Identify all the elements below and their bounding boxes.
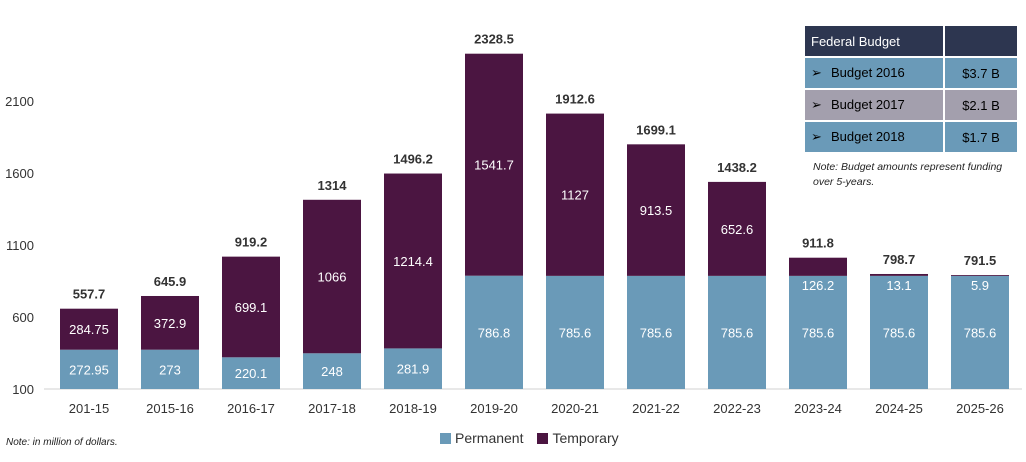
x-tick-label: 2024-25 [875,401,923,416]
total-data-label: 2328.5 [474,32,514,47]
total-data-label: 1496.2 [393,152,433,167]
bar-temporary [870,273,928,276]
x-tick-label: 2018-19 [389,401,437,416]
total-data-label: 1314 [318,178,348,193]
bar-temporary [708,181,766,276]
table-row-label: ➢ Budget 2017 [805,90,943,120]
total-data-label: 557.7 [73,287,106,302]
table-row-label: ➢ Budget 2016 [805,58,943,88]
permanent-data-label: 273 [159,362,181,377]
bar-temporary [384,173,442,349]
bar-temporary [546,113,604,276]
total-data-label: 645.9 [154,274,187,289]
temporary-data-label: 5.9 [971,278,989,293]
bar-permanent [222,357,280,389]
permanent-data-label: 785.6 [559,325,592,340]
temporary-data-label: 652.6 [721,222,754,237]
total-data-label: 911.8 [802,236,834,251]
temporary-data-label: 1127 [561,188,589,203]
x-tick-label: 2015-16 [146,401,194,416]
temporary-data-label: 913.5 [640,203,673,218]
x-tick-label: 2020-21 [551,401,599,416]
x-tick-label: 2016-17 [227,401,275,416]
permanent-data-label: 786.8 [478,325,511,340]
bar-permanent [384,348,442,389]
budget-note: Note: Budget amounts represent funding o… [813,161,1003,188]
temporary-data-label: 126.2 [802,278,835,293]
temporary-data-label: 13.1 [886,278,911,293]
permanent-data-label: 785.6 [883,325,916,340]
y-tick-label: 1100 [6,238,34,253]
bar-permanent [627,275,685,389]
total-data-label: 1438.2 [717,160,757,175]
bar-permanent [546,275,604,389]
permanent-data-label: 272.95 [69,362,109,377]
arrow-icon: ➢ [811,65,822,80]
temporary-data-label: 284.75 [69,322,109,337]
x-tick-label: 2022-23 [713,401,761,416]
arrow-icon: ➢ [811,97,822,112]
bar-permanent [60,349,118,389]
bar-permanent [951,275,1009,389]
x-tick-label: 2017-18 [308,401,356,416]
temporary-data-label: 1066 [318,270,347,285]
permanent-data-label: 248 [321,364,343,379]
y-tick-label: 600 [12,310,34,325]
y-tick-label: 100 [12,382,34,397]
permanent-data-label: 785.6 [802,325,835,340]
bar-temporary [60,308,118,350]
temporary-data-label: 699.1 [235,300,268,315]
table-header: Federal Budget [805,26,943,56]
bar-permanent [303,353,361,389]
permanent-data-label: 785.6 [721,325,754,340]
bar-temporary [141,295,199,350]
bar-temporary [465,53,523,276]
bar-temporary [627,144,685,276]
table-row-value: $2.1 B [945,90,1017,120]
x-tick-label: 201-15 [69,401,109,416]
bar-permanent [141,349,199,389]
table-row-label: ➢ Budget 2018 [805,122,943,152]
x-tick-label: 2023-24 [794,401,842,416]
bar-temporary [303,199,361,354]
bar-permanent [789,275,847,389]
permanent-data-label: 220.1 [235,366,268,381]
table-row-value: $1.7 B [945,122,1017,152]
y-tick-label: 1600 [5,166,34,181]
total-data-label: 1912.6 [555,92,595,107]
legend-permanent: Permanent [440,430,523,446]
bar-permanent [465,275,523,389]
y-tick-label: 2100 [5,94,34,109]
arrow-icon: ➢ [811,129,822,144]
permanent-data-label: 785.6 [640,325,673,340]
temporary-data-label: 1541.7 [474,158,514,173]
federal-budget-table: Federal Budget ➢ Budget 2016 $3.7 B ➢ Budge… [803,24,1019,154]
bar-permanent [708,275,766,389]
temporary-data-label: 372.9 [154,316,187,331]
bar-temporary [789,257,847,276]
table-row-value: $3.7 B [945,58,1017,88]
legend: Permanent Temporary [440,430,619,446]
permanent-data-label: 785.6 [964,325,997,340]
permanent-data-label: 281.9 [397,362,430,377]
x-tick-label: 2021-22 [632,401,680,416]
legend-temporary: Temporary [537,430,619,446]
bar-temporary [951,275,1009,276]
units-note: Note: in million of dollars. [6,437,118,448]
total-data-label: 1699.1 [636,122,676,137]
total-data-label: 791.5 [964,253,997,268]
x-tick-label: 2025-26 [956,401,1004,416]
bar-temporary [222,256,280,358]
temporary-data-label: 1214.4 [393,254,433,269]
total-data-label: 798.7 [883,252,916,267]
total-data-label: 919.2 [235,235,268,250]
bar-permanent [870,275,928,389]
x-tick-label: 2019-20 [470,401,518,416]
